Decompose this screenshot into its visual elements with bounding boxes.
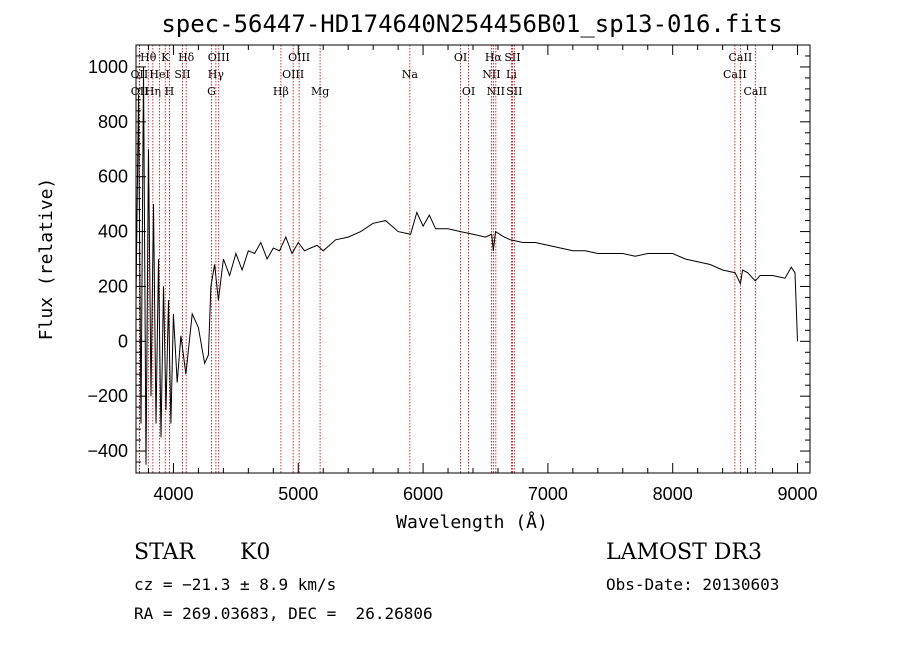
marker-label: Hγ — [208, 68, 225, 81]
coordinates-readout: RA = 269.03683, DEC = 26.26806 — [134, 604, 433, 623]
marker-label: SII — [174, 68, 190, 81]
marker-label: CaII — [729, 51, 753, 64]
y-axis-label: Flux (relative) — [36, 178, 57, 341]
x-tick-label: 4000 — [153, 484, 193, 504]
y-tick-label: 600 — [98, 167, 128, 187]
marker-label: Hη — [145, 85, 161, 98]
y-tick-label: −400 — [87, 441, 128, 461]
spectrum-series — [135, 66, 798, 465]
marker-label: NII — [482, 68, 500, 81]
y-tick-label: 400 — [98, 222, 128, 242]
marker-label: SII — [504, 51, 520, 64]
observation-date: Obs-Date: 20130603 — [606, 575, 780, 594]
marker-label: Hδ — [178, 51, 195, 64]
marker-label: Li — [506, 68, 517, 81]
x-tick-label: 9000 — [777, 484, 817, 504]
marker-label: Na — [402, 68, 419, 81]
y-tick-label: 1000 — [88, 57, 128, 77]
marker-label: OI — [454, 51, 467, 64]
chart-title: spec-56447-HD174640N254456B01_sp13-016.f… — [161, 10, 782, 38]
x-tick-label: 8000 — [653, 484, 693, 504]
marker-label: OI — [462, 85, 475, 98]
x-tick-label: 5000 — [278, 484, 318, 504]
y-tick-label: 0 — [118, 331, 128, 351]
object-class: STAR — [134, 540, 195, 565]
spectral-subclass: K0 — [240, 540, 271, 565]
y-tick-label: 800 — [98, 112, 128, 132]
marker-label: OIII — [282, 68, 304, 81]
spectrum-line — [135, 66, 798, 465]
emission-line-markers: OIIOIIHθHηHeIKHSIIHδGHγOIIIHβOIIIOIIIMgN… — [131, 45, 767, 473]
marker-label: Hβ — [273, 85, 289, 98]
marker-label: OIII — [288, 51, 310, 64]
marker-label: H — [165, 85, 175, 98]
marker-label: Hα — [485, 51, 503, 64]
marker-label: K — [161, 51, 170, 64]
marker-label: OIII — [208, 51, 230, 64]
marker-label: SII — [506, 85, 522, 98]
redshift-readout: cz = −21.3 ± 8.9 km/s — [134, 575, 337, 594]
plot-frame — [135, 44, 811, 474]
marker-label: HeI — [149, 68, 169, 81]
marker-label: Mg — [311, 85, 329, 98]
x-tick-label: 7000 — [528, 484, 568, 504]
marker-label: G — [207, 85, 216, 98]
x-tick-label: 6000 — [403, 484, 443, 504]
spectrum-chart: OIIOIIHθHηHeIKHSIIHδGHγOIIIHβOIIIOIIIMgN… — [36, 10, 818, 533]
x-axis-label: Wavelength (Å) — [396, 511, 548, 533]
axis-ticks: 4000 5000 6000 7000 8000 9000 −400 −200 0 200 400 6… — [87, 45, 818, 504]
y-tick-label: −200 — [87, 386, 128, 406]
y-tick-label: 200 — [98, 276, 128, 296]
survey-label: LAMOST DR3 — [606, 540, 762, 565]
marker-label: CaII — [743, 85, 767, 98]
marker-label: CaII — [723, 68, 747, 81]
marker-label: NII — [487, 85, 505, 98]
marker-label: Hθ — [140, 51, 157, 64]
